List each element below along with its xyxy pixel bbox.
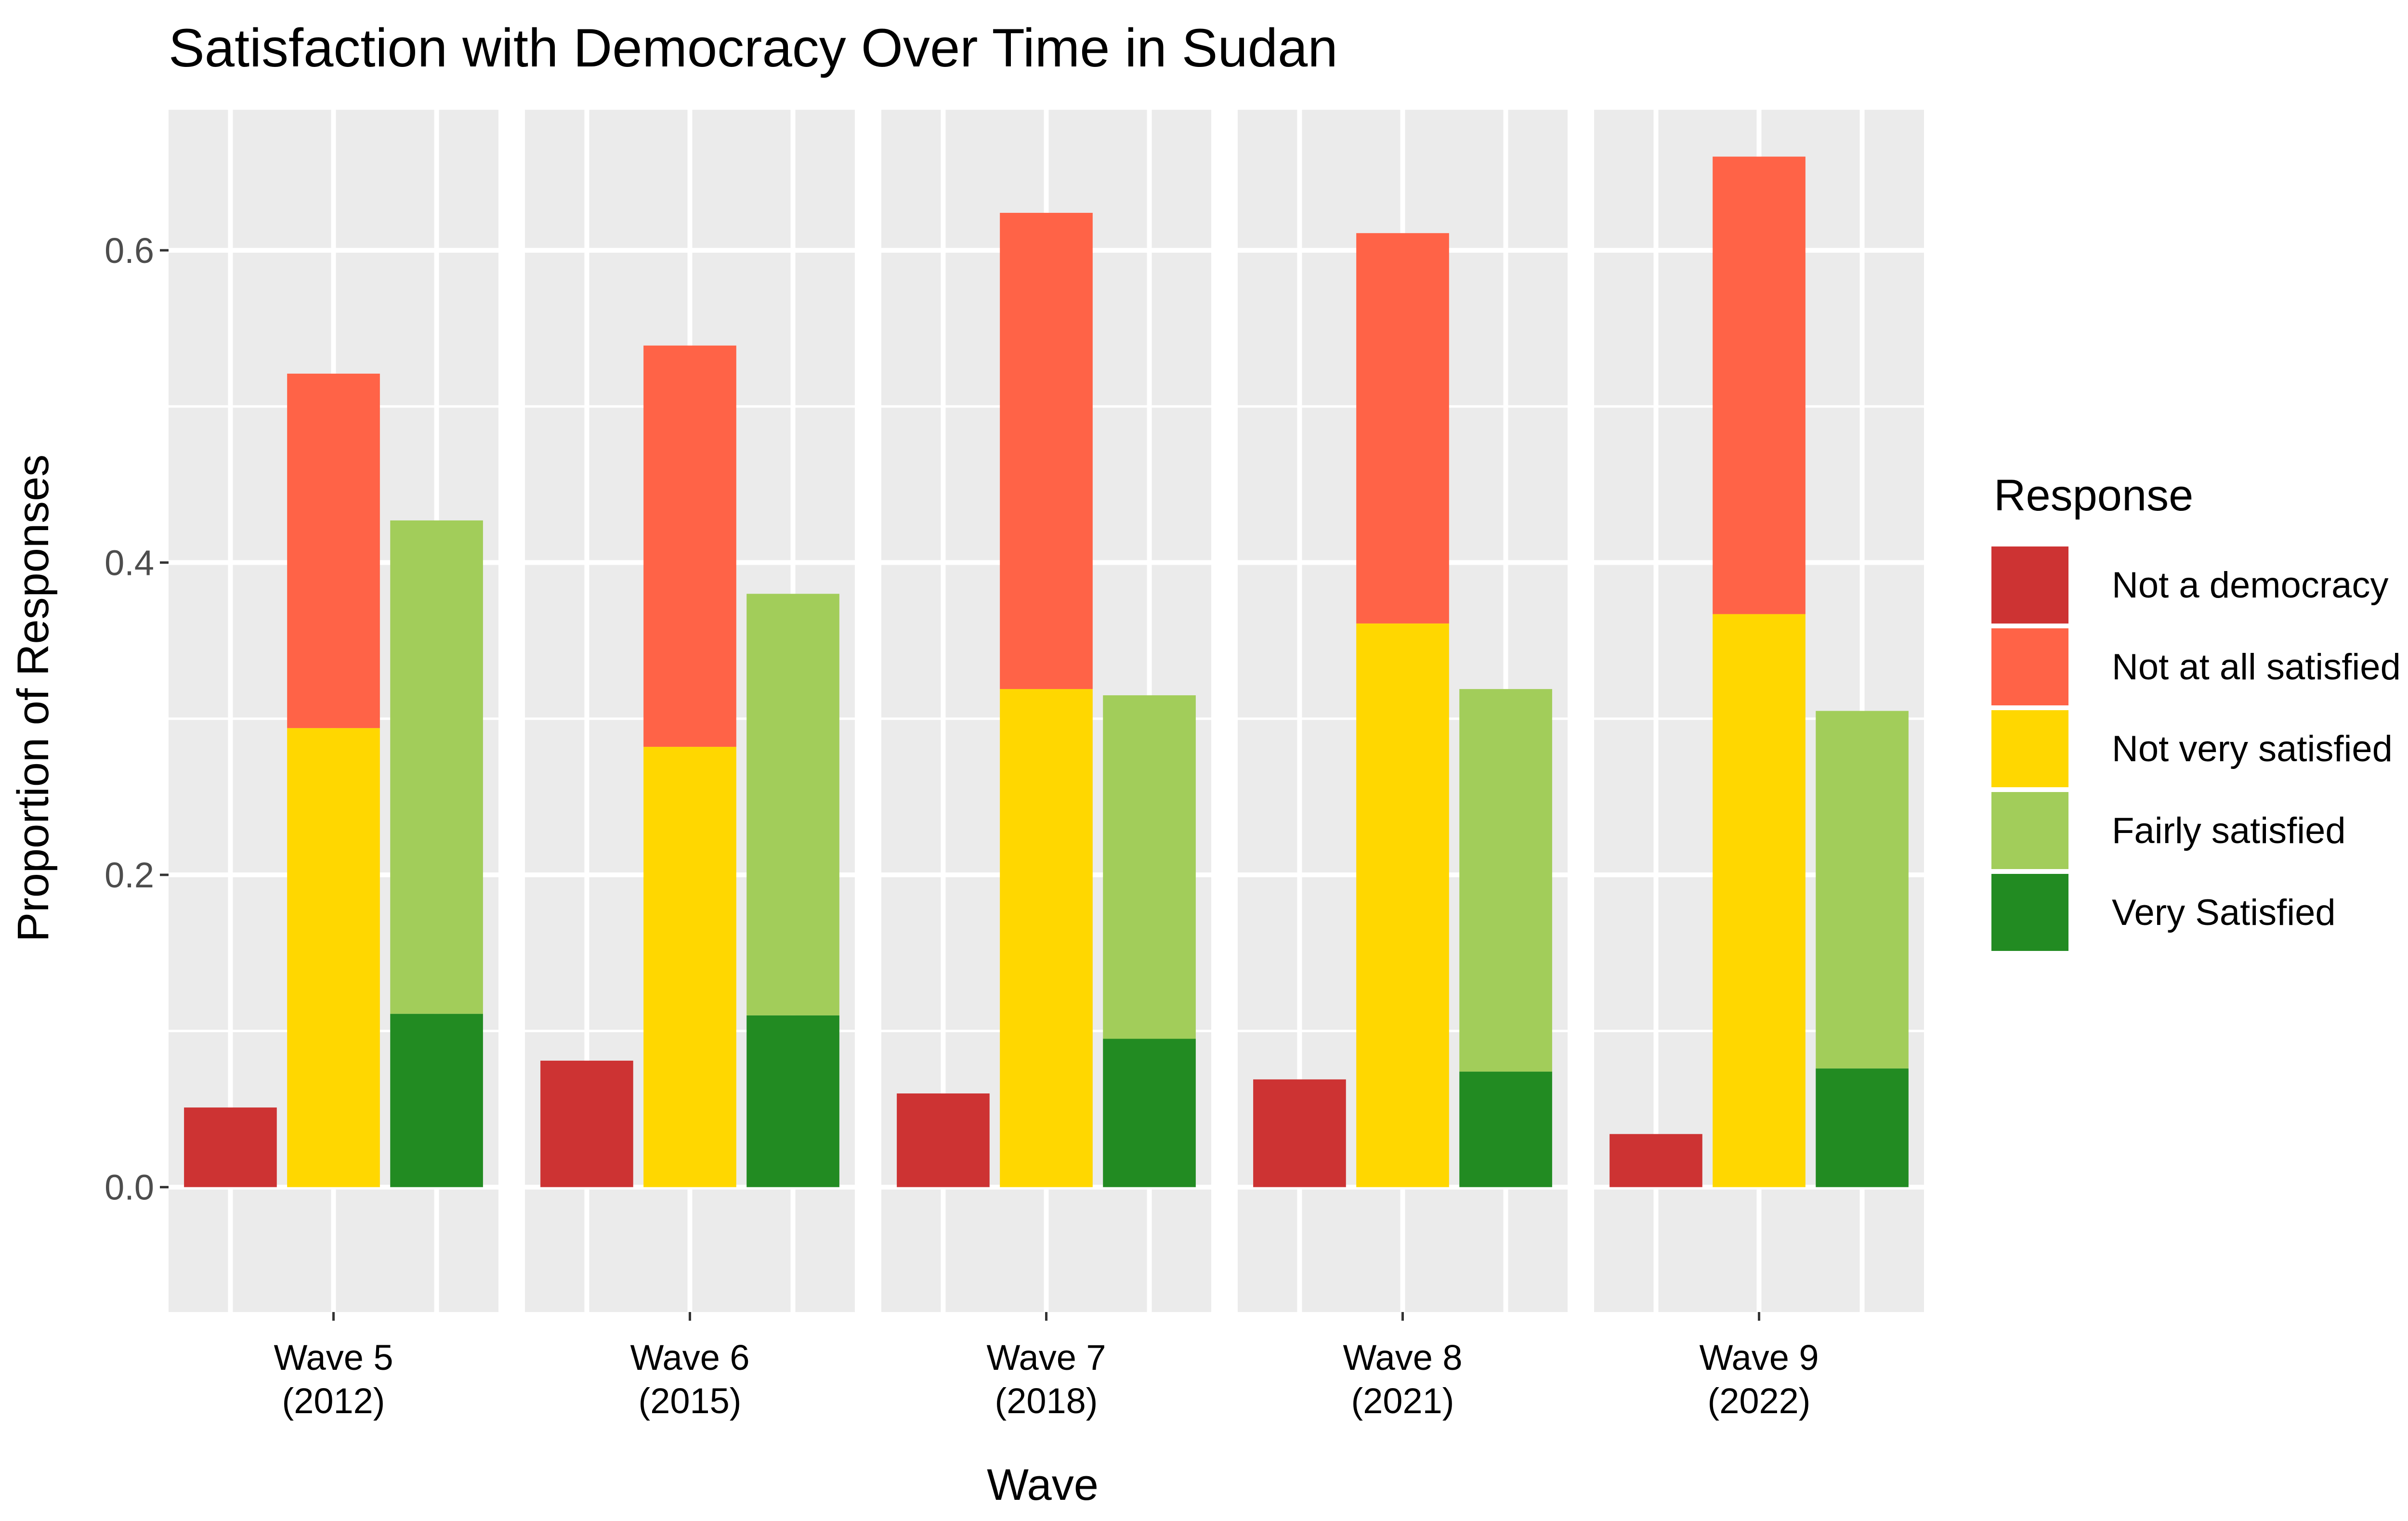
y-tick-label: 0.2: [105, 855, 154, 895]
legend-title: Response: [1994, 471, 2193, 520]
facet-panel: [525, 110, 855, 1312]
legend-swatch: [1991, 874, 2068, 951]
facet-panel: [1594, 110, 1924, 1312]
x-tick-label-year: (2012): [282, 1381, 385, 1421]
bar-not-a-democracy: [1610, 1134, 1702, 1187]
bar-not-at-all-satisfied: [643, 345, 736, 747]
bar-not-at-all-satisfied: [1356, 233, 1449, 624]
legend-items: Not a democracy Not at all satisfied Not v…: [1991, 546, 2401, 951]
legend-item: Not a democracy: [1991, 546, 2388, 624]
bar-not-very-satisfied: [1356, 623, 1449, 1187]
x-tick-label: Wave 7: [986, 1338, 1106, 1378]
x-axis: Wave 5(2012) Wave 6(2015) Wave 7(2018) Wave…: [274, 1312, 1819, 1421]
legend-item: Not at all satisfied: [1991, 628, 2401, 705]
x-tick-label-year: (2021): [1351, 1381, 1454, 1421]
bar-fairly-satisfied: [1103, 695, 1196, 1039]
bar-not-a-democracy: [1253, 1079, 1346, 1187]
x-tick-label-year: (2022): [1708, 1381, 1811, 1421]
bar-not-very-satisfied: [1000, 689, 1093, 1187]
bar-very-satisfied: [1459, 1071, 1552, 1187]
bar-very-satisfied: [746, 1015, 839, 1187]
x-tick-label: Wave 9: [1699, 1338, 1819, 1378]
legend-label: Not very satisfied: [2112, 728, 2393, 769]
legend-swatch: [1991, 792, 2068, 869]
legend-swatch: [1991, 546, 2068, 624]
bar-not-at-all-satisfied: [287, 374, 380, 728]
y-tick-label: 0.4: [105, 543, 154, 583]
legend-item: Not very satisfied: [1991, 710, 2393, 787]
bar-not-a-democracy: [184, 1107, 277, 1187]
chart-title: Satisfaction with Democracy Over Time in…: [169, 18, 1338, 78]
x-tick-label-year: (2018): [995, 1381, 1098, 1421]
bar-not-very-satisfied: [643, 747, 736, 1187]
legend-item: Fairly satisfied: [1991, 792, 2346, 869]
legend-label: Not a democracy: [2112, 565, 2388, 606]
x-tick-label-year: (2015): [639, 1381, 742, 1421]
x-tick-label: Wave 8: [1343, 1338, 1462, 1378]
bar-not-at-all-satisfied: [1000, 213, 1093, 689]
y-tick-label: 0.0: [105, 1168, 154, 1208]
bar-not-very-satisfied: [1713, 614, 1806, 1187]
x-axis-title: Wave: [987, 1460, 1099, 1509]
bar-fairly-satisfied: [1816, 711, 1909, 1069]
legend-swatch: [1991, 628, 2068, 705]
legend: Response Not a democracy Not at all satis…: [1991, 471, 2401, 951]
bar-not-at-all-satisfied: [1713, 156, 1806, 614]
y-axis: 0.0 0.2 0.4 0.6: [105, 231, 169, 1208]
y-tick-label: 0.6: [105, 231, 154, 271]
bar-fairly-satisfied: [1459, 689, 1552, 1072]
facet-panel: [1238, 110, 1568, 1312]
bar-fairly-satisfied: [390, 520, 483, 1014]
legend-label: Very Satisfied: [2112, 892, 2336, 933]
bar-very-satisfied: [390, 1014, 483, 1187]
x-tick-label: Wave 6: [630, 1338, 749, 1378]
bar-not-a-democracy: [540, 1060, 633, 1187]
legend-label: Fairly satisfied: [2112, 810, 2346, 851]
y-axis-title: Proportion of Responses: [9, 455, 58, 942]
facet-panel: [881, 110, 1211, 1312]
legend-item: Very Satisfied: [1991, 874, 2336, 951]
legend-swatch: [1991, 710, 2068, 787]
legend-label: Not at all satisfied: [2112, 647, 2401, 688]
x-tick-label: Wave 5: [274, 1338, 393, 1378]
bar-fairly-satisfied: [746, 594, 839, 1015]
facet-panels: [169, 110, 1924, 1312]
bar-not-a-democracy: [897, 1093, 990, 1187]
bar-not-very-satisfied: [287, 728, 380, 1187]
facet-panel: [169, 110, 498, 1312]
bar-very-satisfied: [1103, 1039, 1196, 1187]
bar-very-satisfied: [1816, 1068, 1909, 1187]
